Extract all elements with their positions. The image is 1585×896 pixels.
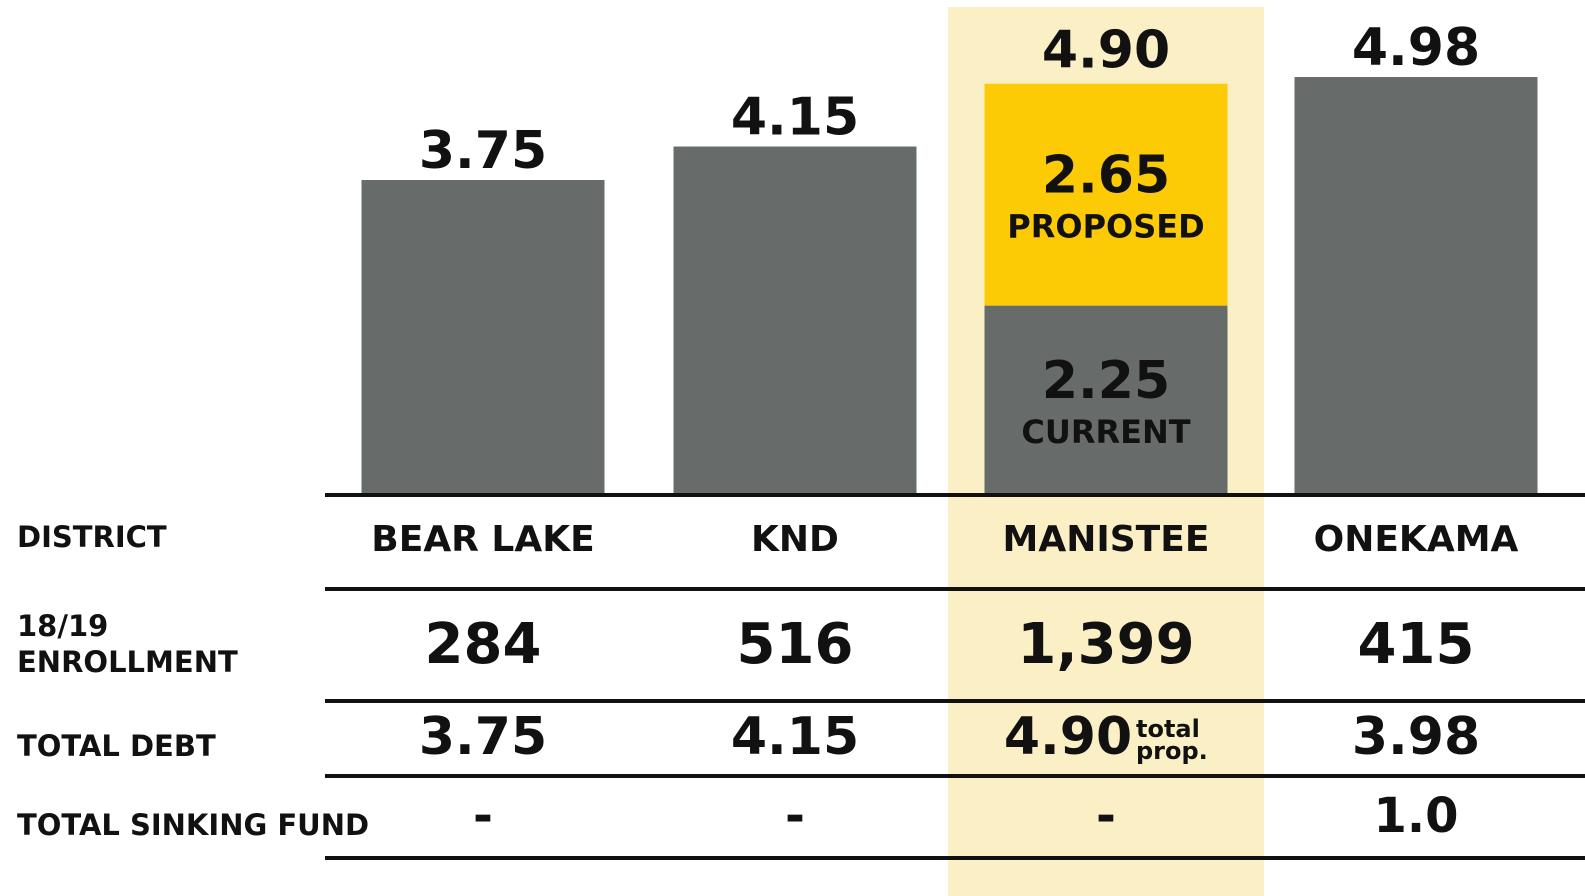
bar-segment bbox=[361, 180, 605, 494]
cell-note: total bbox=[1136, 715, 1200, 743]
row-label: TOTAL SINKING FUND bbox=[17, 808, 369, 842]
row-label: ENROLLMENT bbox=[17, 645, 238, 679]
cell-value: 1,399 bbox=[1017, 612, 1194, 677]
district-name: BEAR LAKE bbox=[371, 519, 594, 560]
total-label: 4.90 bbox=[1042, 21, 1170, 81]
district-name: MANISTEE bbox=[1003, 519, 1210, 560]
cell-value: 1.0 bbox=[1373, 788, 1458, 844]
district-name: KND bbox=[751, 519, 839, 560]
cell-note: prop. bbox=[1136, 737, 1208, 765]
cell-value: 3.75 bbox=[419, 707, 547, 767]
cell-value: - bbox=[785, 788, 805, 844]
bar-segment bbox=[1294, 77, 1538, 494]
bar-segment bbox=[984, 83, 1228, 306]
bar-segment bbox=[673, 146, 917, 494]
segment-name-label: PROPOSED bbox=[1007, 208, 1204, 246]
table-header-label: DISTRICT bbox=[17, 520, 167, 554]
bar-segment bbox=[984, 305, 1228, 494]
row-label: TOTAL DEBT bbox=[17, 729, 216, 763]
bar-value-label: 3.75 bbox=[419, 121, 547, 181]
bar-value-label: 4.15 bbox=[731, 88, 859, 148]
cell-value: 4.15 bbox=[731, 707, 859, 767]
cell-value: 4.90 bbox=[1004, 707, 1132, 767]
segment-value-label: 2.25 bbox=[1042, 351, 1170, 411]
cell-value: - bbox=[473, 788, 493, 844]
segment-name-label: CURRENT bbox=[1021, 413, 1190, 451]
cell-value: 3.98 bbox=[1352, 707, 1480, 767]
row-label: 18/19 bbox=[17, 609, 108, 643]
cell-value: 284 bbox=[425, 612, 542, 677]
segment-value-label: 2.65 bbox=[1042, 146, 1170, 206]
cell-value: 516 bbox=[737, 612, 854, 677]
cell-value: - bbox=[1096, 788, 1116, 844]
bar-value-label: 4.98 bbox=[1352, 18, 1480, 78]
district-name: ONEKAMA bbox=[1314, 519, 1519, 560]
cell-value: 415 bbox=[1358, 612, 1475, 677]
